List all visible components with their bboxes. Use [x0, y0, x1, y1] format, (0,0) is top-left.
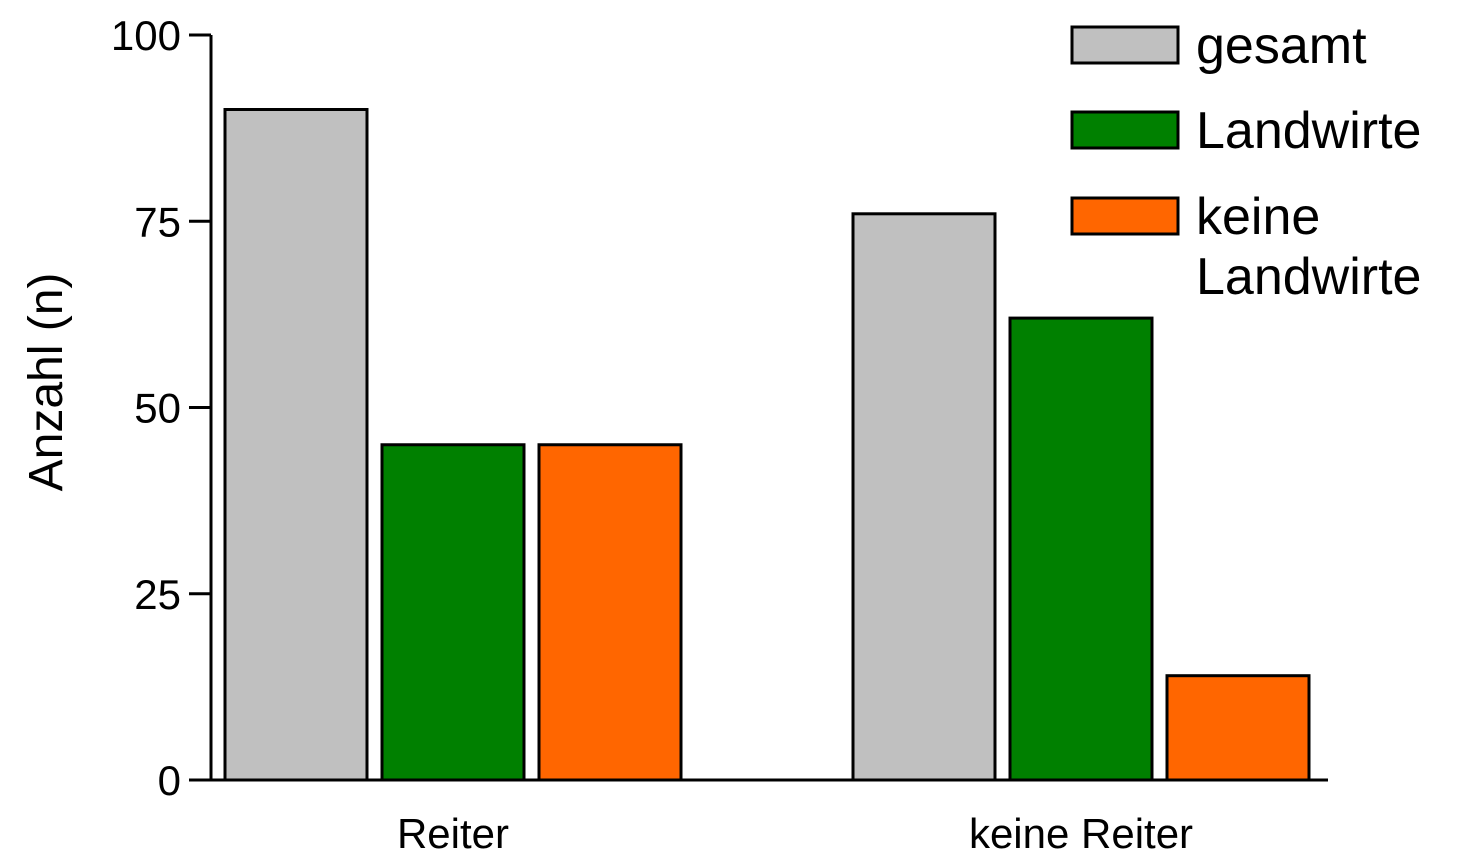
y-tick-label-100: 100 — [111, 12, 181, 59]
bar-keine-reiter-1 — [851, 212, 997, 782]
legend-label-3-1: keine — [1196, 188, 1320, 246]
legend-label-2-1: Landwirte — [1196, 102, 1421, 160]
legend-swatch-3 — [1070, 196, 1180, 236]
y-ticks-group: 0 25 50 75 100 — [111, 12, 211, 804]
legend-label-3-2: Landwirte — [1196, 248, 1421, 306]
y-tick-label-25: 25 — [134, 571, 181, 618]
x-category-label-1: Reiter — [397, 810, 509, 855]
bar-reiter-3 — [537, 443, 683, 782]
y-tick-label-0: 0 — [158, 757, 181, 804]
bar-reiter-2 — [380, 443, 526, 782]
legend-swatch-2 — [1070, 110, 1180, 150]
bars-group — [223, 108, 1311, 782]
legend-label-1-1: gesamt — [1196, 17, 1367, 75]
x-categories-group: Reiter keine Reiter — [397, 810, 1193, 855]
y-tick-label-75: 75 — [134, 198, 181, 245]
bar-keine-reiter-2 — [1008, 316, 1154, 782]
x-category-label-2: keine Reiter — [969, 810, 1193, 855]
legend-swatch-1 — [1070, 25, 1180, 65]
bar-reiter-1 — [223, 108, 369, 782]
y-axis-title: Anzahl (n) — [20, 273, 73, 492]
y-tick-label-50: 50 — [134, 385, 181, 432]
bar-keine-reiter-3 — [1165, 674, 1311, 782]
